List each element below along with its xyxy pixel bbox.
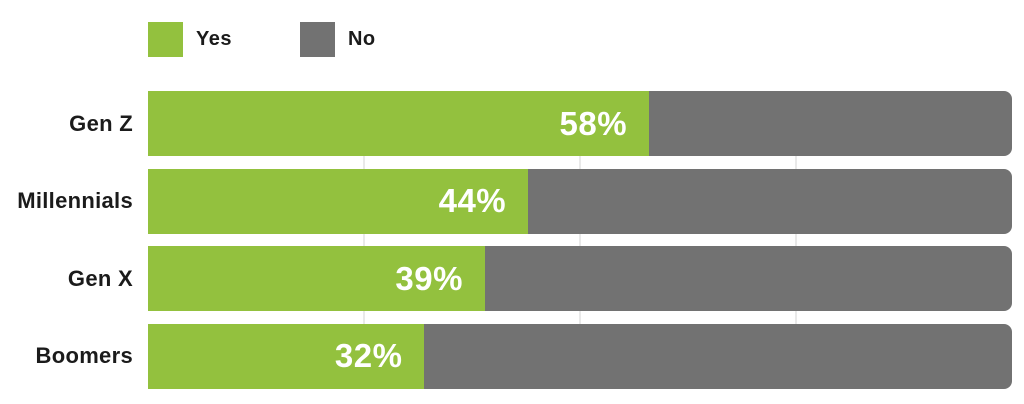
- value-label: 58%: [559, 104, 628, 142]
- legend-item-yes: Yes: [148, 22, 232, 57]
- no-segment: [424, 323, 1012, 389]
- category-label: Boomers: [35, 343, 133, 369]
- yes-segment: 32%: [148, 323, 425, 389]
- bar-track: 58%: [148, 91, 1012, 156]
- gridline: [363, 91, 365, 389]
- category-label: Gen X: [67, 265, 133, 291]
- legend-swatch: [148, 22, 183, 57]
- bar-row-gen-x: Gen X 39%: [0, 246, 1024, 312]
- category-label: Gen Z: [69, 110, 133, 136]
- legend-label-yes: Yes: [196, 28, 232, 50]
- yes-segment: 44%: [148, 168, 529, 234]
- bar-track: 44%: [148, 168, 1012, 234]
- legend-label-no: No: [347, 28, 376, 50]
- no-segment: [484, 246, 1012, 312]
- value-label: 39%: [395, 259, 463, 297]
- legend-swatch: [299, 22, 335, 57]
- bar-rows: Gen Z 58% Millennials 44% Ge: [0, 91, 1024, 389]
- bar-row-boomers: Boomers 32%: [0, 323, 1024, 389]
- value-label: 32%: [334, 337, 403, 375]
- yes-segment: 39%: [148, 246, 485, 312]
- plot-area: Gen Z 58% Millennials 44% Ge: [0, 91, 1024, 389]
- value-label: 44%: [438, 182, 507, 220]
- gridlines: [148, 91, 1012, 389]
- bar-row-millennials: Millennials 44%: [0, 168, 1024, 234]
- yes-segment: 58%: [148, 91, 650, 156]
- gridline: [795, 91, 797, 389]
- gridline: [579, 91, 581, 389]
- bar-row-gen-z: Gen Z 58%: [0, 91, 1024, 156]
- no-segment: [528, 168, 1012, 234]
- legend-item-no: No: [299, 22, 376, 57]
- bar-track: 32%: [148, 323, 1012, 389]
- category-label: Millennials: [17, 188, 133, 214]
- no-segment: [649, 91, 1012, 156]
- legend: Yes No: [148, 22, 376, 57]
- bar-track: 39%: [148, 246, 1012, 312]
